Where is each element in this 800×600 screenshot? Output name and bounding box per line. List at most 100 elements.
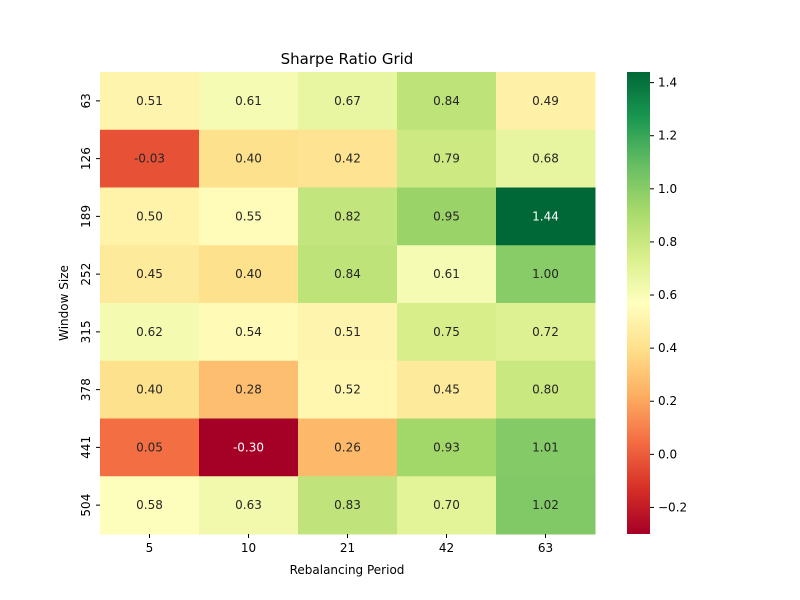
cell-value-label: 0.61: [433, 267, 460, 281]
cell-value-label: 0.95: [433, 209, 460, 223]
heatmap-cell: [100, 303, 200, 362]
heatmap-cell: [397, 418, 497, 477]
heatmap-cell: [298, 129, 398, 188]
cell-value-label: -0.30: [233, 440, 264, 454]
cell-value-label: 0.54: [235, 325, 262, 339]
y-tick-label: 315: [79, 320, 93, 343]
heatmap-cell: [199, 418, 299, 477]
cell-value-label: 1.44: [532, 209, 559, 223]
cell-value-label: -0.03: [134, 152, 165, 166]
heatmap-cell: [298, 187, 398, 246]
cell-value-label: 0.55: [235, 209, 262, 223]
cell-value-label: 0.45: [136, 267, 163, 281]
cell-value-label: 0.42: [334, 152, 361, 166]
cell-value-label: 0.68: [532, 152, 559, 166]
cell-value-label: 0.93: [433, 440, 460, 454]
heatmap-cell: [298, 360, 398, 419]
x-axis-label: Rebalancing Period: [290, 563, 405, 577]
cell-value-label: 0.28: [235, 383, 262, 397]
y-tick-label: 504: [79, 494, 93, 517]
y-tick-label: 126: [79, 147, 93, 170]
heatmap-cell: [100, 418, 200, 477]
cell-value-label: 0.51: [136, 94, 163, 108]
heatmap-cell: [496, 360, 596, 419]
cell-value-label: 0.26: [334, 440, 361, 454]
heatmap-cell: [100, 72, 200, 131]
heatmap-cell: [199, 360, 299, 419]
heatmap-cell: [199, 476, 299, 535]
heatmap-cell: [496, 245, 596, 304]
cell-value-label: 0.80: [532, 383, 559, 397]
cell-value-label: 0.84: [334, 267, 361, 281]
x-tick-label: 5: [146, 541, 154, 555]
heatmap-cell: [298, 303, 398, 362]
heatmap-cell: [397, 187, 497, 246]
cell-value-label: 0.05: [136, 440, 163, 454]
cell-value-label: 0.70: [433, 498, 460, 512]
colorbar-tick-label: 0.6: [658, 288, 677, 302]
cell-value-label: 1.01: [532, 440, 559, 454]
cell-value-label: 0.72: [532, 325, 559, 339]
heatmap-cell: [397, 476, 497, 535]
colorbar-tick-label: 1.2: [658, 129, 677, 143]
colorbar-tick-label: 1.0: [658, 182, 677, 196]
x-axis-ticks: 5 10 21 42 63: [146, 534, 553, 555]
cell-value-label: 0.84: [433, 94, 460, 108]
cell-value-label: 0.50: [136, 209, 163, 223]
heatmap-cell: [496, 418, 596, 477]
colorbar-tick-label: 0.4: [658, 341, 677, 355]
x-tick-label: 10: [241, 541, 256, 555]
cell-value-label: 0.67: [334, 94, 361, 108]
heatmap-cell: [298, 476, 398, 535]
cell-value-label: 1.02: [532, 498, 559, 512]
cell-value-label: 0.61: [235, 94, 262, 108]
heatmap-cell: [100, 476, 200, 535]
heatmap-cell: [199, 245, 299, 304]
heatmap-cell: [397, 360, 497, 419]
colorbar-tick-label: 0.2: [658, 394, 677, 408]
colorbar-tick-label: −0.2: [658, 500, 687, 514]
colorbar-tick-label: 0.0: [658, 447, 677, 461]
cell-value-label: 0.63: [235, 498, 262, 512]
cell-value-label: 0.62: [136, 325, 163, 339]
cell-value-label: 0.40: [235, 267, 262, 281]
cell-value-label: 0.58: [136, 498, 163, 512]
y-axis-label: Window Size: [57, 265, 71, 341]
heatmap-cell: [397, 303, 497, 362]
cell-value-label: 0.82: [334, 209, 361, 223]
cell-value-label: 0.52: [334, 383, 361, 397]
heatmap-cell: [100, 187, 200, 246]
heatmap-cell: [496, 303, 596, 362]
heatmap-cell: [100, 129, 200, 188]
heatmap-cell: [496, 476, 596, 535]
y-tick-label: 63: [79, 93, 93, 108]
heatmap-cells: 0.51 0.61 0.67 0.84 0.49 -0.03 0.40 0.42 0.79 0.6…: [100, 72, 596, 535]
y-tick-label: 378: [79, 378, 93, 401]
heatmap-cell: [496, 72, 596, 131]
cell-value-label: 0.40: [136, 383, 163, 397]
heatmap-cell: [298, 72, 398, 131]
cell-value-label: 0.45: [433, 383, 460, 397]
chart-title: Sharpe Ratio Grid: [281, 50, 414, 68]
heatmap-cell: [496, 187, 596, 246]
x-tick-label: 63: [538, 541, 553, 555]
heatmap-cell: [199, 72, 299, 131]
cell-value-label: 0.40: [235, 152, 262, 166]
x-tick-label: 42: [439, 541, 454, 555]
cell-value-label: 0.51: [334, 325, 361, 339]
heatmap-cell: [199, 129, 299, 188]
cell-value-label: 0.83: [334, 498, 361, 512]
y-tick-label: 189: [79, 205, 93, 228]
cell-value-label: 1.00: [532, 267, 559, 281]
heatmap-cell: [397, 245, 497, 304]
colorbar-tick-label: 0.8: [658, 235, 677, 249]
colorbar-ticks: −0.2 0.0 0.2 0.4 0.6 0.8 1.0 1.2 1.4: [650, 76, 687, 514]
colorbar: [627, 72, 650, 534]
heatmap-cell: [298, 245, 398, 304]
heatmap-cell: [298, 418, 398, 477]
colorbar-tick-label: 1.4: [658, 76, 677, 90]
heatmap-cell: [496, 129, 596, 188]
heatmap-cell: [199, 303, 299, 362]
cell-value-label: 0.79: [433, 152, 460, 166]
